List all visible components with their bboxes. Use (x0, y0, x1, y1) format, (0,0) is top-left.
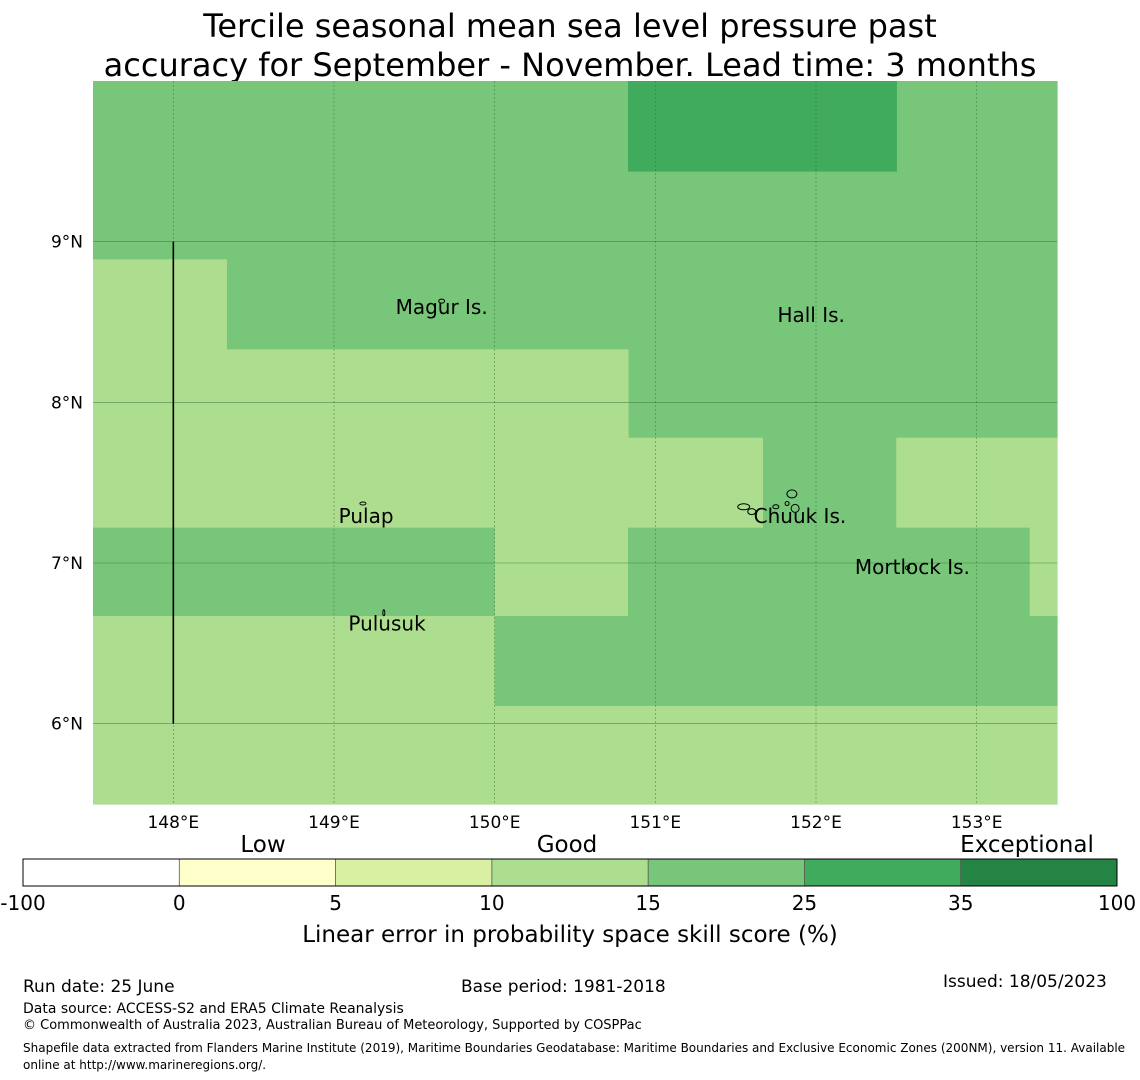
shapefile-credit: Shapefile data extracted from Flanders M… (23, 1041, 1126, 1072)
colorbar-bin (648, 859, 805, 886)
skill-cell-10 (93, 705, 1058, 805)
skill-cell-15 (762, 437, 897, 529)
island-outlines (359, 298, 911, 617)
place-label: Magur Is. (396, 295, 488, 319)
copyright: © Commonwealth of Australia 2023, Austra… (23, 1018, 642, 1033)
island-outline (737, 503, 751, 511)
colorbar-tick-label: 15 (635, 891, 660, 915)
base-period: Base period: 1981-2018 (461, 977, 666, 997)
colorbar-bin (23, 859, 180, 886)
colorbar-tick-label: 35 (948, 891, 973, 915)
skill-cell-15 (93, 527, 496, 617)
colorbar-category-label: Low (240, 832, 285, 858)
lat-tick-label: 8°N (51, 393, 83, 413)
island-outline (772, 504, 780, 510)
map-title-line-1: Tercile seasonal mean sea level pressure… (202, 7, 937, 45)
skill-cell-10 (93, 616, 496, 707)
issued-date: Issued: 18/05/2023 (943, 972, 1107, 992)
skill-cell-10 (628, 437, 764, 529)
lon-tick-label: 149°E (308, 813, 360, 833)
colorbar-tick-label: 25 (792, 891, 817, 915)
colorbar-bin (960, 859, 1117, 886)
skill-cell-25 (628, 81, 897, 172)
map-gridlines (93, 81, 1057, 804)
place-label: Mortlock Is. (855, 555, 970, 579)
skill-cell-10 (93, 259, 227, 350)
colorbar-bin (179, 859, 336, 886)
lon-tick-label: 148°E (147, 813, 199, 833)
place-label: Hall Is. (777, 303, 844, 327)
skill-grid-cells (93, 81, 1058, 805)
island-outline (786, 489, 798, 499)
colorbar-bin (335, 859, 492, 886)
colorbar-tick-label: -100 (0, 891, 45, 915)
skill-cell-15 (226, 259, 790, 350)
island-outline (905, 565, 911, 571)
map-title-line-2: accuracy for September - November. Lead … (104, 46, 1037, 84)
colorbar-frame (22, 858, 1118, 887)
island-outline (359, 501, 367, 506)
skill-cell-10 (1029, 527, 1058, 617)
run-date: Run date: 25 June (23, 977, 175, 997)
island-outline (784, 501, 790, 507)
skill-cell-15 (628, 527, 1031, 617)
lon-tick-label: 152°E (790, 813, 842, 833)
lat-tick-label: 9°N (51, 233, 83, 253)
place-label: Pulusuk (348, 611, 426, 635)
colorbar-tick-label: 100 (1098, 891, 1136, 915)
skill-cell-10 (93, 349, 629, 529)
island-outline (382, 609, 386, 617)
lat-tick-label: 7°N (51, 554, 83, 574)
lon-tick-label: 153°E (951, 813, 1003, 833)
colorbar-label: Linear error in probability space skill … (302, 922, 838, 948)
lon-tick-label: 151°E (629, 813, 681, 833)
colorbar-category-label: Exceptional (960, 832, 1094, 858)
skill-cell-15 (494, 616, 1058, 707)
place-label: Pulap (339, 504, 394, 528)
skill-map-figure: Tercile seasonal mean sea level pressure… (0, 7, 1136, 948)
map-tick-labels: 148°E 149°E 150°E 151°E 152°E 153°E 9°N 8°N 7°N 6… (51, 233, 1003, 833)
island-outline (438, 298, 446, 304)
lon-tick-label: 150°E (469, 813, 521, 833)
skill-cell-10 (494, 527, 629, 617)
island-outline (790, 503, 800, 513)
colorbar-tick-label: 0 (173, 891, 186, 915)
place-label: Chuuk Is. (754, 504, 847, 528)
island-outline (747, 508, 757, 516)
colorbar-bin (804, 859, 961, 886)
place-labels: Magur Is. Hall Is. Pulap Chuuk Is. Mortlock … (339, 295, 970, 636)
data-source: Data source: ACCESS-S2 and ERA5 Climate … (23, 1001, 404, 1017)
skill-cell-15 (628, 349, 790, 439)
colorbar-tick-label: 10 (479, 891, 504, 915)
colorbar: -100 0 5 10 15 25 35 100 Low Good Exceptional (0, 832, 1136, 915)
colorbar-tick-label: 5 (329, 891, 342, 915)
lat-tick-label: 6°N (51, 715, 83, 735)
colorbar-bin (491, 859, 649, 886)
colorbar-category-label: Good (537, 832, 598, 858)
